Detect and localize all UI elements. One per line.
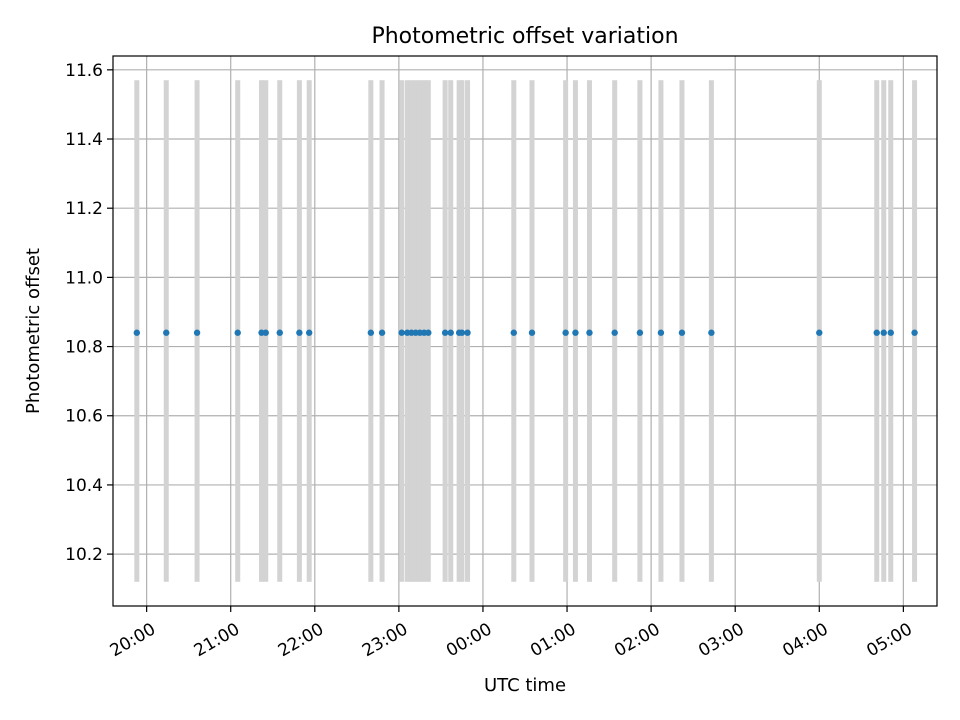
data-point — [441, 329, 449, 336]
data-point — [133, 329, 141, 336]
x-tick-label: 00:00 — [443, 619, 495, 661]
y-tick-label: 11.2 — [65, 199, 103, 219]
y-tick-label: 10.2 — [65, 545, 103, 565]
data-point — [636, 329, 644, 336]
data-point — [425, 329, 432, 336]
x-tick-label: 05:00 — [863, 619, 915, 661]
data-point — [367, 329, 375, 336]
data-point — [378, 329, 386, 336]
data-point — [234, 329, 241, 336]
data-point — [657, 329, 665, 336]
data-point — [262, 329, 269, 336]
data-point — [163, 329, 170, 336]
plot-area: 20:00 21:00 22:00 23:00 00:00 01:00 02:00 03:00… — [65, 55, 938, 661]
x-tick-label: 21:00 — [191, 619, 243, 661]
data-point — [447, 329, 454, 336]
x-tick-label: 02:00 — [611, 619, 663, 661]
data-point — [296, 329, 303, 336]
data-point — [880, 329, 887, 336]
data-point — [458, 329, 466, 336]
data-point — [586, 329, 593, 336]
y-tick-label: 10.8 — [65, 338, 103, 358]
data-point — [510, 329, 517, 336]
plot-background — [113, 56, 937, 606]
x-axis-label: UTC time — [484, 675, 566, 696]
data-point — [193, 329, 201, 336]
y-tick-label: 11.6 — [65, 61, 103, 81]
x-tick-label: 03:00 — [695, 619, 747, 661]
data-point — [873, 329, 880, 336]
axes-frame — [112, 55, 938, 607]
data-point — [678, 329, 686, 336]
data-point — [276, 329, 283, 336]
data-point — [572, 329, 579, 336]
x-tick-label: 01:00 — [527, 619, 579, 661]
x-tick-label: 20:00 — [107, 619, 159, 661]
data-point — [528, 329, 536, 336]
data-point — [611, 329, 618, 336]
data-point — [305, 329, 313, 336]
data-point — [887, 329, 894, 336]
y-tick-label: 10.4 — [65, 476, 103, 496]
data-point — [816, 329, 823, 336]
x-tick-label: 22:00 — [275, 619, 327, 661]
data-point — [562, 329, 569, 336]
x-tick-label: 23:00 — [359, 619, 411, 661]
chart-title: Photometric offset variation — [371, 24, 678, 49]
y-axis-label: Photometric offset — [23, 248, 44, 414]
data-point — [464, 329, 471, 336]
x-tick-label: 04:00 — [779, 619, 831, 661]
y-tick-label: 11.0 — [65, 268, 103, 288]
y-tick-label: 10.6 — [65, 407, 103, 427]
y-tick-label: 11.4 — [65, 130, 103, 150]
data-point — [708, 329, 715, 336]
data-point — [398, 329, 405, 336]
data-point — [911, 329, 918, 336]
